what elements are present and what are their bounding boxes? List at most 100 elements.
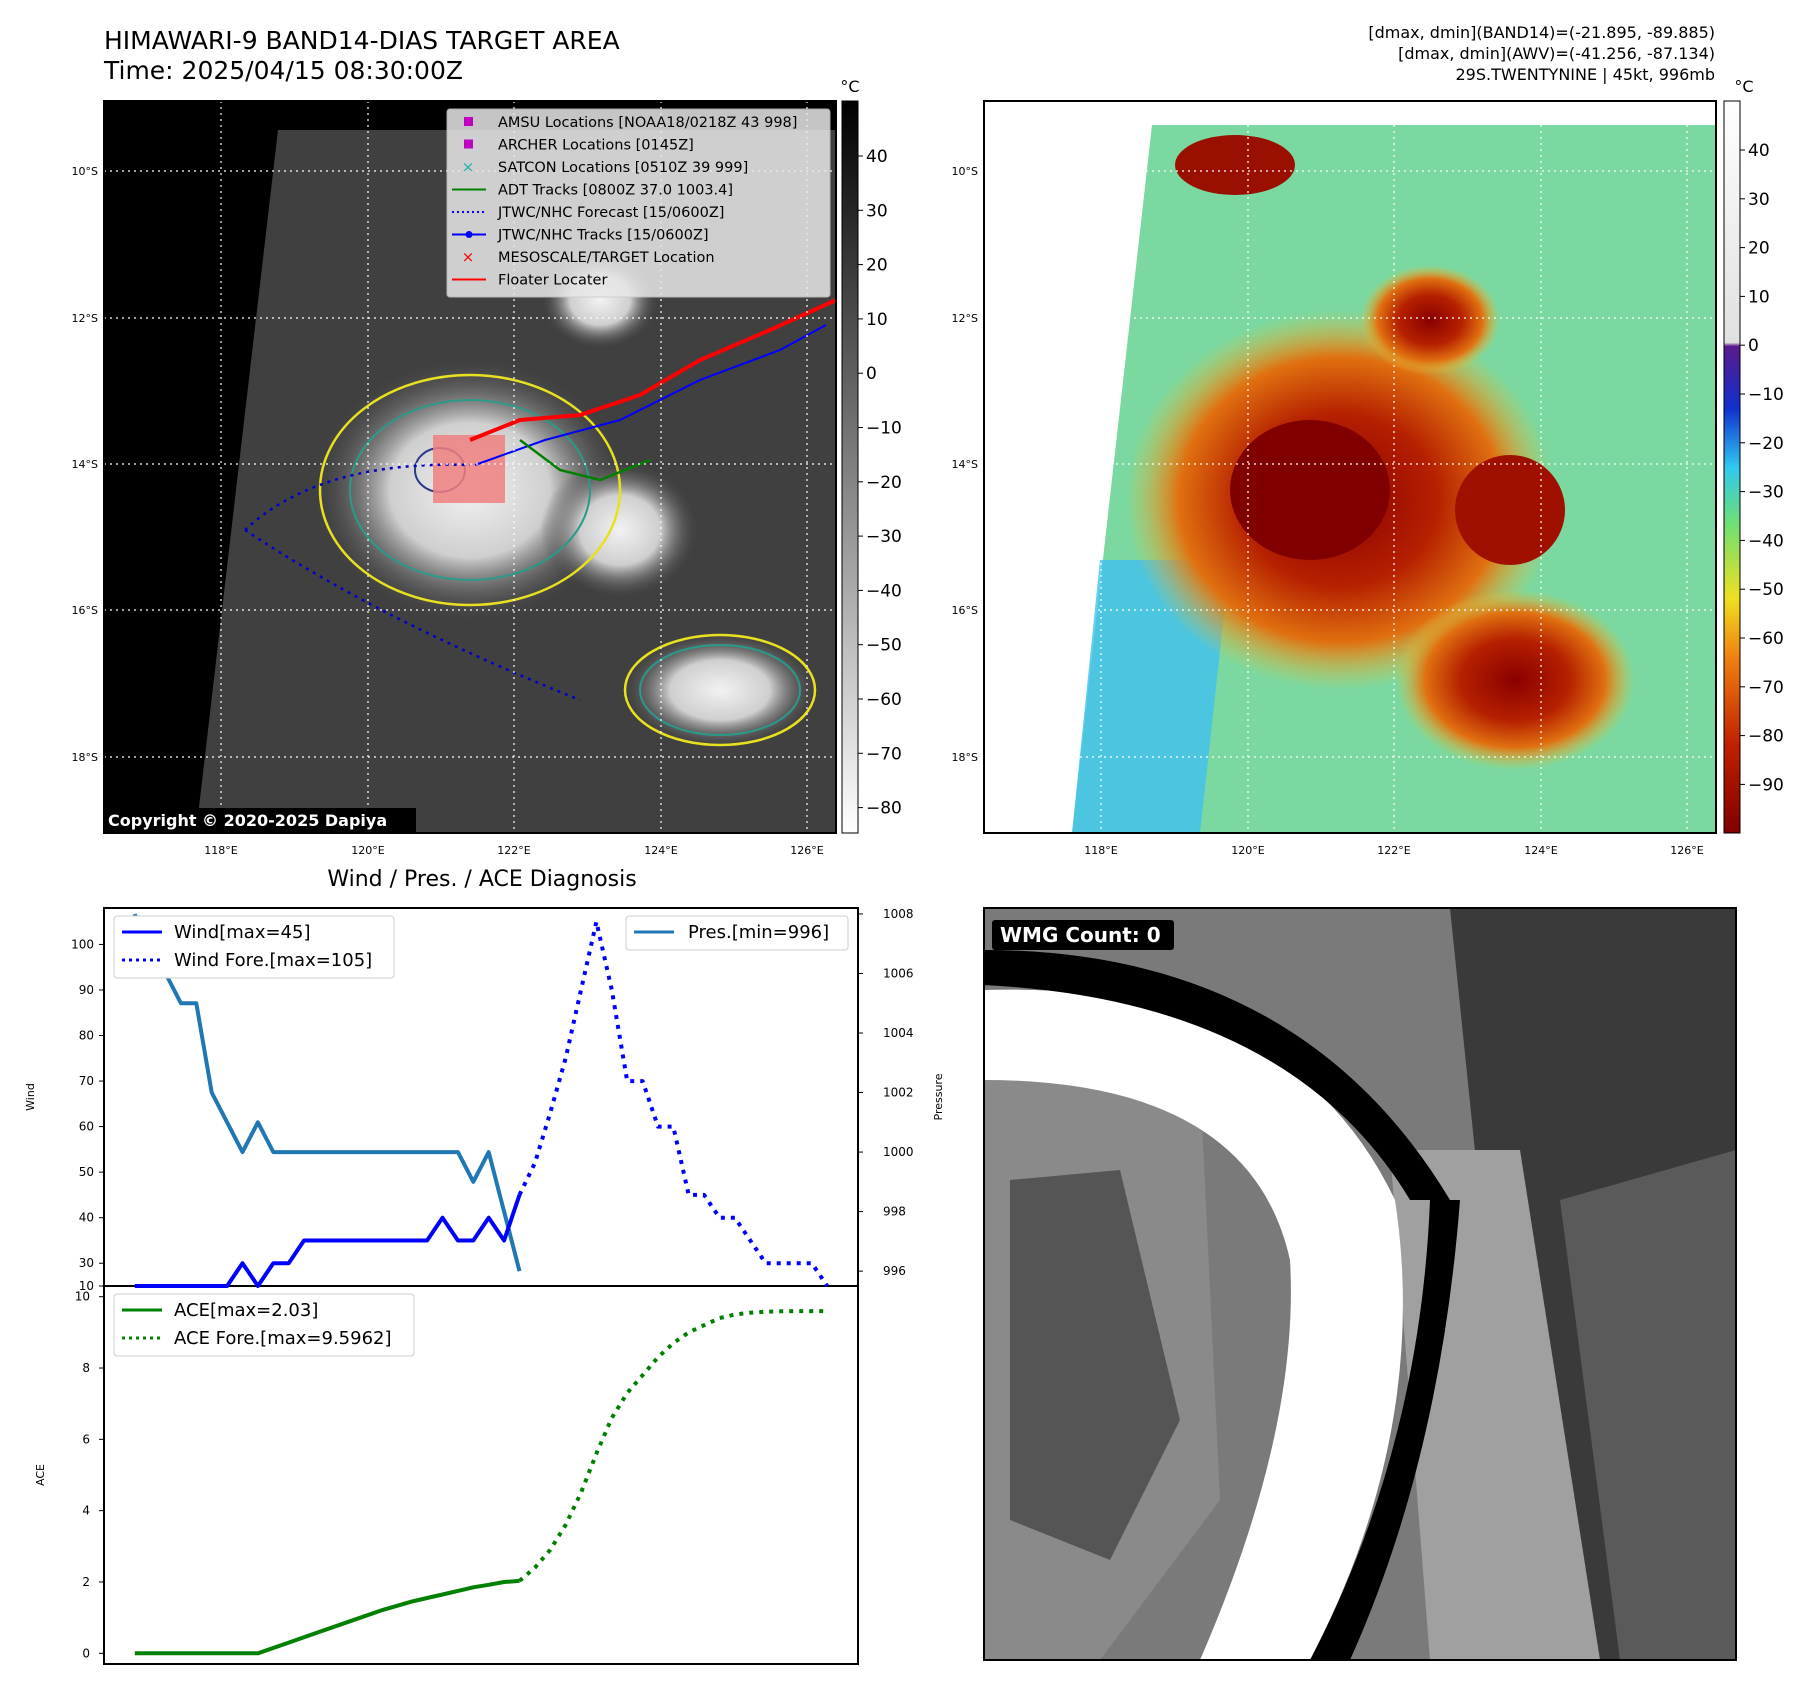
legend-label: JTWC/NHC Forecast [15/0600Z] — [497, 205, 724, 221]
info-storm: 29S.TWENTYNINE | 45kt, 996mb — [1455, 65, 1716, 84]
right-colorbar — [1723, 100, 1741, 834]
right-cb-tick-label: −20 — [1748, 434, 1784, 454]
left-map-panel: AMSU Locations [NOAA18/0218Z 43 998] ARCH… — [72, 77, 902, 857]
right-cb-tick-label: −10 — [1748, 385, 1784, 405]
left-lon-label: 120°E — [351, 844, 384, 857]
info-awv: [dmax, dmin](AWV)=(-41.256, -87.134) — [1398, 44, 1715, 63]
left-lat-labels: 10°S 12°S 14°S 16°S 18°S — [72, 165, 98, 764]
right-gridlines — [984, 101, 1716, 833]
ace-axis-label: ACE — [34, 1464, 47, 1486]
right-lon-label: 126°E — [1670, 844, 1703, 857]
right-lon-label: 120°E — [1231, 844, 1264, 857]
wind-series-lines — [132, 913, 829, 1288]
wind-legend-label: Wind[max=45] — [174, 922, 311, 943]
legend-label: Floater Locater — [498, 273, 607, 289]
wmg-region-mid-east — [1560, 1150, 1736, 1660]
copyright-box — [104, 808, 416, 832]
ace-legend-label: ACE[max=2.03] — [174, 1300, 318, 1321]
wind-legend-box — [113, 915, 395, 979]
floater-track — [469, 298, 836, 442]
wmg-ring-black-top — [984, 950, 1450, 1200]
left-cb-tick-label: −30 — [866, 527, 902, 547]
left-map-frame — [103, 100, 837, 834]
ace-y-ticks: 0 2 4 6 8 10 — [75, 1290, 104, 1660]
ace-tick-label: 6 — [82, 1432, 90, 1446]
left-cb-tick-label: −80 — [866, 799, 902, 819]
left-lon-label: 118°E — [204, 844, 237, 857]
right-map-frame — [983, 100, 1717, 834]
left-lon-label: 124°E — [644, 844, 677, 857]
pressure-tick-label: 998 — [883, 1205, 906, 1219]
wmg-label-box — [992, 920, 1174, 950]
right-lon-label: 124°E — [1524, 844, 1557, 857]
ace-tick-label: 2 — [82, 1575, 90, 1589]
ace-tick-label: 10 — [75, 1290, 90, 1304]
ace-legend: ACE[max=2.03] ACE Fore.[max=9.5962] — [113, 1293, 415, 1357]
pressure-tick-label: 1000 — [883, 1145, 914, 1159]
pressure-y-ticks: 996 998 1000 1002 1004 1006 1008 — [858, 907, 914, 1278]
legend-label: AMSU Locations [NOAA18/0218Z 43 998] — [498, 115, 797, 131]
left-cb-tick-label: −50 — [866, 636, 902, 656]
forecast-track-a — [244, 463, 471, 531]
left-cb-tick-label: 0 — [866, 364, 877, 384]
legend-label: SATCON Locations [0510Z 39 999] — [498, 160, 748, 176]
right-lat-label: 16°S — [952, 604, 978, 617]
legend-square-marker — [464, 117, 473, 126]
right-cb-tick-label: 0 — [1748, 336, 1759, 356]
legend-entry: ADT Tracks [0800Z 37.0 1003.4] — [452, 183, 733, 199]
right-colorbar-ticks: 40 30 20 10 0 −10 −20 −30 −40 −50 −60 −70 −80 −90 — [1740, 141, 1784, 795]
wind-axis-label: Wind — [24, 1083, 37, 1111]
pres-legend-label: Pres.[min=996] — [688, 922, 829, 943]
pressure-axis-label: Pressure — [932, 1073, 945, 1120]
right-lon-label: 122°E — [1377, 844, 1410, 857]
ace-legend-box — [113, 1293, 415, 1357]
left-contour-yellow — [318, 373, 622, 607]
pressure-tick-label: 1006 — [883, 966, 914, 980]
ace-fore-legend-label: ACE Fore.[max=9.5962] — [174, 1328, 392, 1349]
wmg-count-label: WMG Count: 0 — [1000, 923, 1161, 947]
left-cb-tick-label: −20 — [866, 473, 902, 493]
wind-tick-label: 10 — [79, 1279, 94, 1293]
right-cb-tick-label: −40 — [1748, 531, 1784, 551]
right-cb-tick-label: −90 — [1748, 775, 1784, 795]
left-lat-label: 16°S — [72, 604, 98, 617]
target-box — [433, 435, 505, 503]
wmg-region-core — [1010, 1170, 1180, 1560]
left-cb-tick-label: 20 — [866, 256, 888, 276]
left-contour-teal-2 — [639, 644, 801, 736]
legend-entry: Floater Locater — [452, 273, 607, 289]
left-storm-cell — [540, 460, 700, 600]
wind-tick-label: 60 — [79, 1120, 94, 1134]
left-lon-label: 122°E — [497, 844, 530, 857]
legend-entry: AMSU Locations [NOAA18/0218Z 43 998] — [464, 115, 797, 131]
left-contour-yellow-2 — [623, 633, 817, 747]
right-cb-tick-label: −70 — [1748, 678, 1784, 698]
legend-dot-marker — [465, 231, 473, 238]
left-lat-label: 14°S — [72, 458, 98, 471]
legend-entry: × SATCON Locations [0510Z 39 999] — [462, 158, 749, 176]
right-storm-band-halo — [1395, 590, 1635, 770]
legend-label: ARCHER Locations [0145Z] — [498, 138, 694, 154]
wind-tick-label: 30 — [79, 1256, 94, 1270]
right-lat-label: 14°S — [952, 458, 978, 471]
right-cell-northwest — [1175, 135, 1295, 195]
wind-tick-label: 40 — [79, 1211, 94, 1225]
legend-x-marker: × — [462, 248, 475, 266]
right-lat-label: 18°S — [952, 751, 978, 764]
legend-label: JTWC/NHC Tracks [15/0600Z] — [497, 228, 709, 244]
jtwc-track — [474, 324, 827, 466]
left-cb-tick-label: 10 — [866, 310, 888, 330]
left-colorbar — [841, 100, 859, 834]
wmg-frame — [983, 907, 1737, 1661]
left-legend: AMSU Locations [NOAA18/0218Z 43 998] ARCH… — [446, 108, 831, 298]
left-contour-teal — [349, 399, 591, 581]
legend-label: MESOSCALE/TARGET Location — [498, 250, 715, 266]
ace-tick-label: 4 — [82, 1504, 90, 1518]
pressure-tick-label: 1008 — [883, 907, 914, 921]
wind-tick-label: 90 — [79, 983, 94, 997]
pres-legend: Pres.[min=996] — [625, 915, 849, 951]
right-cb-tick-label: 30 — [1748, 190, 1770, 210]
copyright-text: Copyright © 2020-2025 Dapiya — [108, 811, 387, 830]
wind-line — [134, 1194, 522, 1288]
